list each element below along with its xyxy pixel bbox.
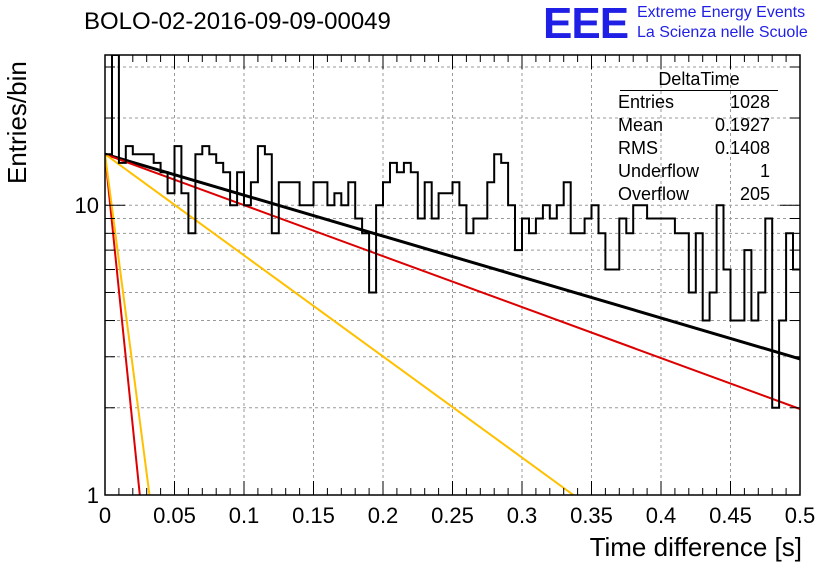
stats-label: Mean [618, 115, 664, 135]
grid-lines [105, 55, 800, 495]
logo-line-2: La Scienza nelle Scuole [637, 24, 808, 41]
y-tick-label: 1 [87, 483, 99, 508]
eee-logo: EEE [543, 0, 629, 48]
x-axis-label: Time difference [s] [589, 532, 802, 562]
x-tick-label: 0.3 [507, 503, 538, 528]
axis-ticks [104, 55, 801, 496]
stats-row-underflow: Underflow 1 [612, 160, 778, 183]
stats-title: DeltaTime [620, 68, 778, 91]
y-tick-label: 10 [75, 193, 99, 218]
stats-value: 0.1927 [714, 115, 770, 135]
x-tick-label: 0.45 [709, 503, 752, 528]
y-axis-label: Entries/bin [2, 61, 32, 184]
fit-lines [105, 152, 800, 495]
tick-labels: 0 0.05 0.1 0.15 0.2 0.25 0.3 0.35 0.4 0.45 0.5 1 10 [75, 193, 816, 528]
stats-value: 1028 [729, 92, 770, 112]
stats-row-rms: RMS 0.1408 [612, 137, 778, 160]
logo-line-1: Extreme Energy Events [637, 4, 806, 21]
fit-line [105, 154, 141, 495]
histogram-series [105, 55, 800, 409]
x-tick-label: 0.4 [646, 503, 677, 528]
fit-line [105, 154, 151, 495]
x-tick-label: 0.35 [570, 503, 613, 528]
x-tick-label: 0.15 [292, 503, 335, 528]
stats-row-entries: Entries 1028 [612, 91, 778, 114]
x-tick-label: 0.1 [229, 503, 260, 528]
stats-value: 1 [759, 161, 770, 181]
stats-box: DeltaTime Entries 1028 Mean 0.1927 RMS 0… [612, 68, 778, 206]
x-tick-label: 0.05 [153, 503, 196, 528]
fit-line [105, 153, 800, 410]
stats-label: RMS [618, 138, 658, 158]
chart-title: BOLO-02-2016-09-09-00049 [84, 8, 391, 35]
fit-line [105, 153, 574, 495]
stats-label: Overflow [618, 184, 690, 204]
stats-row-overflow: Overflow 205 [612, 183, 778, 206]
x-tick-label: 0.2 [368, 503, 399, 528]
stats-value: 0.1408 [714, 138, 770, 158]
stats-label: Entries [618, 92, 675, 112]
x-tick-label: 0.25 [431, 503, 474, 528]
stats-row-mean: Mean 0.1927 [612, 114, 778, 137]
x-tick-label: 0 [99, 503, 111, 528]
x-tick-label: 0.5 [785, 503, 816, 528]
stats-label: Underflow [618, 161, 700, 181]
fit-line [105, 152, 800, 361]
stats-value: 205 [739, 184, 770, 204]
